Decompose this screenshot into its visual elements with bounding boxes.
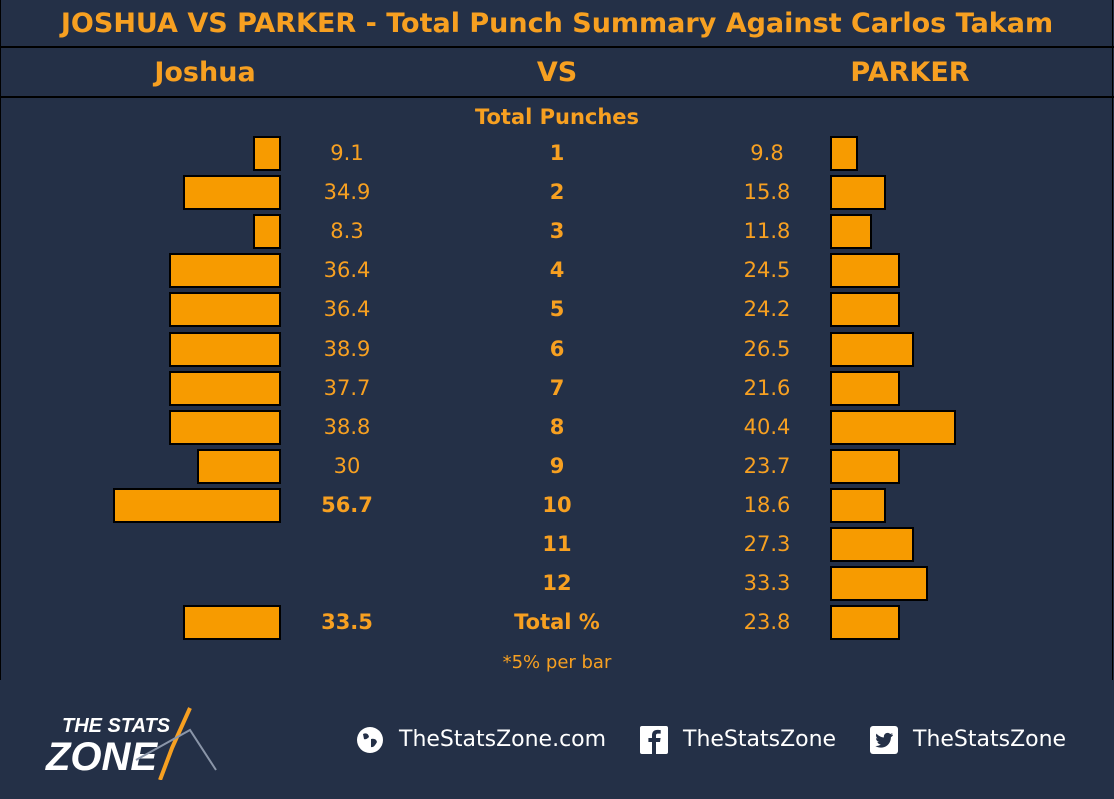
joshua-value: 36.4 — [323, 297, 371, 322]
parker-bar — [830, 448, 900, 484]
round-label: 3 — [549, 219, 565, 244]
facebook-icon — [639, 725, 669, 755]
parker-value: 24.5 — [743, 258, 791, 283]
website-link[interactable]: TheStatsZone.com — [355, 720, 606, 760]
parker-bar — [830, 292, 900, 328]
twitter-icon — [869, 725, 899, 755]
parker-value: 11.8 — [743, 219, 791, 244]
chart-subtitle: Total Punches — [474, 105, 640, 129]
chart-title: JOSHUA VS PARKER - Total Punch Summary A… — [60, 8, 1054, 39]
round-label: 4 — [549, 258, 565, 283]
parker-value: 26.5 — [743, 336, 791, 361]
facebook-text: TheStatsZone — [683, 727, 837, 752]
round-label: Total % — [514, 610, 600, 635]
parker-value: 40.4 — [743, 414, 791, 439]
joshua-value: 30 — [333, 453, 361, 478]
parker-bar — [830, 605, 900, 641]
round-label: 5 — [549, 297, 565, 322]
parker-value: 24.2 — [743, 297, 791, 322]
round-label: 9 — [549, 453, 565, 478]
joshua-bar — [169, 292, 281, 328]
joshua-bar — [169, 370, 281, 406]
parker-value: 15.8 — [743, 180, 791, 205]
parker-value: 23.8 — [743, 610, 791, 635]
joshua-value: 38.9 — [323, 336, 371, 361]
header-joshua: Joshua — [154, 57, 256, 88]
title-divider — [0, 46, 1114, 48]
round-label: 8 — [549, 414, 565, 439]
facebook-link[interactable]: TheStatsZone — [639, 720, 836, 760]
bar-scale-note: *5% per bar — [502, 652, 612, 673]
joshua-bar — [253, 214, 281, 250]
joshua-value — [287, 564, 407, 603]
parker-value: 18.6 — [743, 492, 791, 517]
globe-icon — [355, 725, 385, 755]
parker-value: 27.3 — [743, 532, 791, 556]
joshua-bar — [169, 331, 281, 367]
parker-bar — [830, 527, 914, 562]
joshua-bar — [169, 253, 281, 289]
parker-bar — [830, 214, 872, 250]
parker-bar — [830, 331, 914, 367]
joshua-bar — [183, 175, 281, 211]
joshua-bar — [197, 448, 281, 484]
round-label: 10 — [542, 492, 572, 517]
header-parker: PARKER — [850, 57, 970, 88]
joshua-value: 36.4 — [323, 258, 371, 283]
footer: THE STATS ZONE TheStatsZone.com TheStats… — [0, 680, 1114, 799]
round-label: 12 — [542, 571, 572, 596]
twitter-text: TheStatsZone — [913, 727, 1067, 752]
joshua-value: 37.7 — [323, 375, 371, 400]
round-label: 6 — [549, 336, 565, 361]
logo-line-1: THE STATS — [62, 715, 171, 737]
joshua-bar — [183, 605, 281, 641]
left-border — [0, 0, 1, 680]
parker-value: 23.7 — [743, 453, 791, 478]
header-divider — [0, 96, 1114, 98]
parker-bar — [830, 253, 900, 289]
parker-bar — [830, 370, 900, 406]
parker-value: 33.3 — [743, 571, 791, 596]
parker-bar — [830, 409, 956, 445]
round-label: 11 — [542, 532, 572, 556]
joshua-value — [287, 525, 407, 564]
chart-panel: JOSHUA VS PARKER - Total Punch Summary A… — [0, 0, 1114, 680]
joshua-value: 34.9 — [323, 180, 371, 205]
header-vs: VS — [536, 57, 578, 88]
parker-bar — [830, 175, 886, 211]
parker-bar — [830, 136, 858, 171]
joshua-value: 33.5 — [321, 610, 373, 635]
parker-bar — [830, 566, 928, 602]
joshua-value: 56.7 — [321, 492, 373, 517]
joshua-bar — [253, 136, 281, 171]
joshua-bar — [169, 409, 281, 445]
stats-zone-logo: THE STATS ZONE — [45, 707, 217, 780]
website-text: TheStatsZone.com — [399, 727, 607, 752]
joshua-value: 8.3 — [330, 219, 364, 244]
parker-bar — [830, 487, 886, 523]
parker-value: 9.8 — [750, 141, 784, 165]
twitter-link[interactable]: TheStatsZone — [869, 720, 1066, 760]
round-label: 2 — [549, 180, 565, 205]
joshua-value: 38.8 — [323, 414, 371, 439]
right-border — [1112, 0, 1113, 680]
joshua-bar — [113, 487, 281, 523]
joshua-value: 9.1 — [330, 141, 364, 165]
parker-value: 21.6 — [743, 375, 791, 400]
round-label: 7 — [549, 375, 565, 400]
round-label: 1 — [549, 141, 565, 165]
